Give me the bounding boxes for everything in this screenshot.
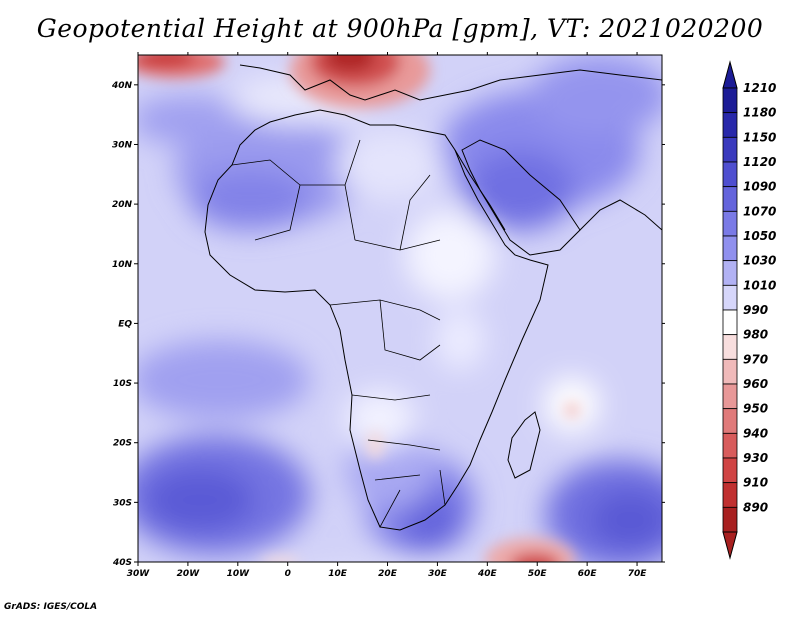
lon-tick-label: 30W bbox=[127, 569, 151, 579]
plot-frame bbox=[137, 54, 663, 563]
colorbar-segment bbox=[722, 383, 738, 410]
lat-tick-label: 20N bbox=[112, 200, 133, 210]
grads-credit: GrADS: IGES/COLA bbox=[4, 602, 98, 612]
height-field bbox=[138, 55, 662, 562]
colorbar-label: 1010 bbox=[743, 278, 776, 292]
lat-tick-label: 20S bbox=[113, 439, 132, 449]
lon-tick-label: 20E bbox=[378, 569, 398, 579]
asia-coastline bbox=[579, 199, 662, 231]
colorbar-label: 1090 bbox=[743, 180, 776, 194]
lat-tick-label: 10S bbox=[113, 379, 132, 389]
lat-tick-label: 30S bbox=[113, 498, 132, 508]
colorbar-label: 990 bbox=[743, 303, 768, 317]
colorbar-segment bbox=[722, 136, 738, 163]
lat-tick-label: 40S bbox=[112, 558, 132, 568]
colorbar-label: 1030 bbox=[743, 254, 776, 268]
lon-axis: 30W 20W 10W 0 10E 20E 30E 40E 50E 60E 70E bbox=[127, 52, 647, 579]
colorbar-segment bbox=[722, 161, 738, 188]
colorbar-segment bbox=[722, 334, 738, 360]
colorbar-segment bbox=[722, 309, 738, 336]
lat-tick-label: 30N bbox=[112, 140, 133, 150]
colorbar-label: 960 bbox=[743, 377, 768, 391]
lon-tick-label: 50E bbox=[528, 569, 548, 579]
colorbar-label: 1050 bbox=[743, 229, 776, 243]
colorbar-label: 890 bbox=[743, 500, 768, 514]
lat-tick-label: 10N bbox=[112, 260, 133, 270]
colorbar-segment bbox=[722, 112, 738, 138]
lon-tick-label: 0 bbox=[285, 569, 291, 579]
lon-tick-label: 10W bbox=[227, 569, 251, 579]
colorbar-segment bbox=[722, 284, 738, 311]
europe-coastline bbox=[239, 64, 662, 101]
africa-coastline bbox=[204, 109, 549, 531]
colorbar-label: 930 bbox=[743, 451, 768, 465]
lon-tick-label: 20W bbox=[177, 569, 201, 579]
colorbar-label: 980 bbox=[743, 328, 768, 342]
colorbar-max-arrow bbox=[722, 60, 738, 89]
red-sea bbox=[454, 149, 506, 231]
colorbar-min-arrow bbox=[722, 531, 738, 560]
colorbar-label: 1210 bbox=[743, 81, 776, 95]
lat-tick-label: EQ bbox=[118, 319, 132, 329]
colorbar-segment bbox=[722, 210, 738, 237]
colorbar-label: 910 bbox=[743, 476, 768, 490]
colorbar-label: 1180 bbox=[743, 106, 776, 120]
colorbar-label: 1070 bbox=[743, 204, 776, 218]
lat-tick-label: 40N bbox=[111, 81, 133, 91]
colorbar-segment bbox=[722, 260, 738, 286]
colorbar-label: 1150 bbox=[743, 130, 776, 144]
colorbar-segment bbox=[722, 482, 738, 508]
country-borders bbox=[231, 139, 446, 528]
colorbar-label: 950 bbox=[743, 402, 768, 416]
colorbar-label: 940 bbox=[743, 426, 768, 440]
lon-tick-label: 10E bbox=[328, 569, 348, 579]
coastlines bbox=[204, 64, 662, 531]
colorbar: 1210 1180 1150 1120 1090 1070 1050 1030 1010 990 9… bbox=[722, 60, 776, 560]
lon-tick-label: 30E bbox=[428, 569, 448, 579]
colorbar-segment bbox=[722, 87, 738, 114]
lon-tick-label: 40E bbox=[477, 569, 498, 579]
colorbar-label: 970 bbox=[743, 352, 768, 366]
map-title: Geopotential Height at 900hPa [gpm], VT:… bbox=[36, 14, 764, 43]
colorbar-segment bbox=[722, 457, 738, 484]
colorbar-segment bbox=[722, 506, 738, 533]
colorbar-segment bbox=[722, 235, 738, 262]
madagascar-coastline bbox=[507, 411, 541, 479]
colorbar-segment bbox=[722, 408, 738, 434]
colorbar-segment bbox=[722, 432, 738, 459]
lon-tick-label: 60E bbox=[578, 569, 598, 579]
colorbar-segment bbox=[722, 358, 738, 385]
colorbar-label: 1120 bbox=[743, 155, 776, 169]
colorbar-segment bbox=[722, 186, 738, 212]
lat-axis: 40S 30S 20S 10S EQ 10N 20N 30N 40N bbox=[111, 81, 665, 568]
lon-tick-label: 70E bbox=[628, 569, 648, 579]
